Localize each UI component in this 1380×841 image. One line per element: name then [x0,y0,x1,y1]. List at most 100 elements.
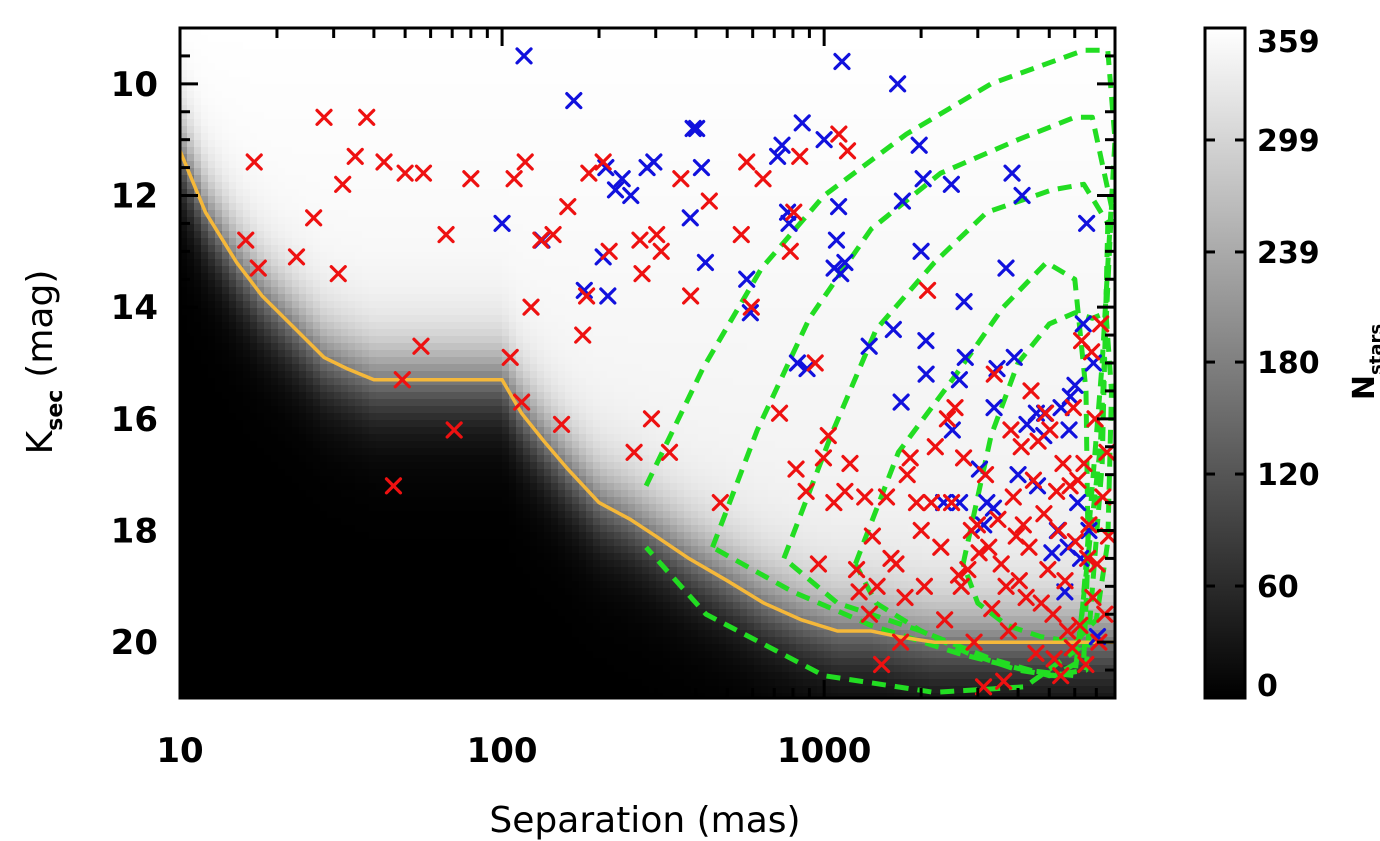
heatmap-cell [222,581,230,589]
heatmap-cell [439,308,447,316]
heatmap-cell [495,364,503,372]
heatmap-cell [530,378,538,386]
heatmap-cell [369,217,377,225]
heatmap-cell [320,560,328,568]
heatmap-cell [397,497,405,505]
heatmap-cell [271,385,279,393]
heatmap-cell [362,455,370,463]
heatmap-cell [376,581,384,589]
heatmap-cell [292,175,300,183]
heatmap-cell [355,343,363,351]
heatmap-cell [383,371,391,379]
heatmap-cell [362,686,370,694]
heatmap-cell [453,630,461,638]
heatmap-cell [334,133,342,141]
heatmap-cell [257,665,265,673]
heatmap-cell [404,140,412,148]
heatmap-cell [530,217,538,225]
heatmap-cell [292,161,300,169]
heatmap-cell [516,378,524,386]
heatmap-cell [537,315,545,323]
heatmap-cell [348,98,356,106]
heatmap-cell [306,84,314,92]
heatmap-cell [201,294,209,302]
heatmap-cell [292,91,300,99]
heatmap-cell [516,259,524,267]
heatmap-cell [215,294,223,302]
heatmap-cell [432,595,440,603]
heatmap-cell [369,672,377,680]
heatmap-cell [467,679,475,687]
heatmap-cell [292,259,300,267]
heatmap-cell [446,196,454,204]
heatmap-cell [257,49,265,57]
heatmap-cell [348,203,356,211]
heatmap-cell [355,672,363,680]
heatmap-cell [278,161,286,169]
heatmap-cell [229,651,237,659]
heatmap-cell [495,371,503,379]
heatmap-cell [348,448,356,456]
heatmap-cell [187,84,195,92]
heatmap-cell [341,287,349,295]
heatmap-cell [208,651,216,659]
heatmap-cell [327,399,335,407]
heatmap-cell [348,560,356,568]
heatmap-cell [383,567,391,575]
heatmap-cell [313,266,321,274]
heatmap-cell [355,532,363,540]
heatmap-cell [299,77,307,85]
heatmap-cell [334,469,342,477]
heatmap-cell [180,406,188,414]
heatmap-cell [425,294,433,302]
heatmap-cell [376,133,384,141]
heatmap-cell [481,357,489,365]
heatmap-cell [313,476,321,484]
heatmap-cell [229,126,237,134]
heatmap-cell [362,224,370,232]
heatmap-cell [404,441,412,449]
heatmap-cell [474,385,482,393]
heatmap-cell [250,595,258,603]
heatmap-cell [376,532,384,540]
heatmap-cell [453,252,461,260]
heatmap-cell [439,511,447,519]
heatmap-cell [180,182,188,190]
heatmap-cell [362,511,370,519]
heatmap-cell [397,553,405,561]
heatmap-cell [530,637,538,645]
heatmap-cell [292,616,300,624]
heatmap-cell [404,350,412,358]
heatmap-cell [306,63,314,71]
heatmap-cell [362,210,370,218]
heatmap-cell [285,217,293,225]
heatmap-cell [446,609,454,617]
heatmap-cell [201,343,209,351]
heatmap-cell [488,686,496,694]
heatmap-cell [411,266,419,274]
heatmap-cell [516,581,524,589]
heatmap-cell [376,189,384,197]
heatmap-cell [229,623,237,631]
heatmap-cell [502,49,510,57]
heatmap-cell [397,455,405,463]
heatmap-cell [320,98,328,106]
heatmap-cell [432,637,440,645]
heatmap-cell [523,238,531,246]
heatmap-cell [502,301,510,309]
heatmap-cell [439,112,447,120]
heatmap-cell [236,665,244,673]
heatmap-cell [411,560,419,568]
heatmap-cell [474,392,482,400]
heatmap-cell [229,322,237,330]
heatmap-cell [313,280,321,288]
heatmap-cell [439,490,447,498]
heatmap-cell [404,588,412,596]
heatmap-cell [432,224,440,232]
heatmap-cell [285,343,293,351]
heatmap-cell [278,518,286,526]
heatmap-cell [278,70,286,78]
heatmap-cell [523,119,531,127]
heatmap-cell [411,357,419,365]
heatmap-cell [341,420,349,428]
